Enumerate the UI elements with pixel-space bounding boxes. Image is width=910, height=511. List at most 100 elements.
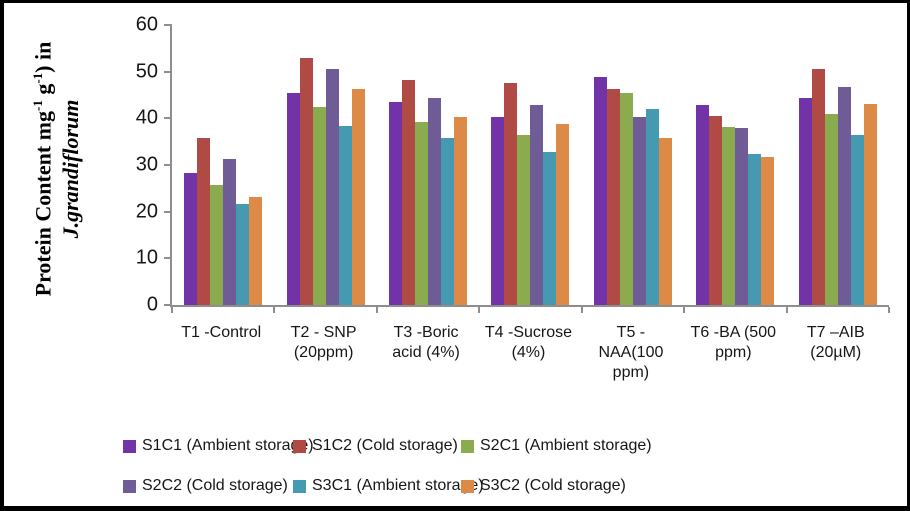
bar: [454, 117, 468, 305]
x-tick-mark: [273, 307, 276, 313]
bar: [223, 159, 237, 305]
bar: [863, 104, 877, 305]
bar-group: [479, 25, 581, 305]
x-category-label-line: ppm): [715, 344, 752, 361]
legend-item: S1C1 (Ambient storage): [123, 436, 314, 456]
bar: [761, 156, 775, 305]
x-category-label-line: NAA(100: [598, 344, 664, 361]
legend-swatch: [123, 439, 136, 453]
legend-item: S3C1 (Ambient storage): [293, 476, 484, 496]
bar: [351, 88, 365, 305]
bar: [197, 138, 211, 305]
legend-item: S2C1 (Ambient storage): [461, 436, 652, 456]
x-tick-mark: [375, 307, 378, 313]
bar: [415, 121, 429, 305]
legend-swatch: [293, 479, 306, 493]
y-tick-mark: [164, 304, 172, 306]
bar: [389, 101, 403, 305]
y-tick-label: 10: [135, 246, 158, 269]
bar: [325, 68, 339, 305]
x-category-label-line: T4 -Sucrose: [484, 324, 573, 341]
x-category-label: T6 -BA (500 ppm): [682, 323, 784, 383]
legend-swatch: [461, 439, 474, 453]
bar-group: [787, 25, 889, 305]
x-category-label-line: T3 -Boric: [393, 324, 459, 341]
y-tick-mark: [164, 70, 172, 73]
bar-group: [684, 25, 786, 305]
legend-swatch: [123, 479, 136, 493]
bar: [556, 124, 570, 305]
bar: [798, 98, 812, 305]
bar-group: [274, 25, 376, 305]
y-tick-mark: [164, 210, 172, 213]
bar: [837, 86, 851, 305]
y-tick-label: 50: [135, 60, 158, 83]
x-category-label: T2 - SNP (20ppm): [272, 323, 374, 383]
y-tick-label: 20: [135, 200, 158, 223]
x-axis-labels: T1 -Control T2 - SNP (20ppm) T3 -Boric acid …: [170, 323, 887, 383]
x-category-label-line: (20ppm): [293, 344, 354, 361]
bar: [824, 114, 838, 305]
y-tick-mark: [164, 24, 172, 26]
bar: [236, 204, 250, 305]
x-category-label: T5 - NAA(100 ppm): [580, 323, 682, 383]
bar: [619, 93, 633, 305]
bar: [696, 105, 710, 305]
x-tick-mark: [683, 307, 686, 313]
bar: [645, 109, 659, 305]
bar: [850, 134, 864, 305]
legend-label: S3C2 (Cold storage): [480, 477, 626, 494]
legend-label: S2C1 (Ambient storage): [480, 437, 652, 454]
x-category-label-line: (4%): [511, 344, 546, 361]
bar-group: [582, 25, 684, 305]
bar: [517, 135, 531, 305]
bar: [811, 68, 825, 305]
x-category-label-line: T6 -BA (500: [690, 324, 776, 341]
bar: [312, 107, 326, 305]
bar: [632, 116, 646, 305]
legend-item: S1C2 (Cold storage): [293, 436, 461, 456]
x-category-label-line: ppm): [612, 364, 650, 381]
bar: [748, 153, 762, 305]
x-tick-mark: [171, 307, 173, 313]
bar-groups: [172, 25, 889, 305]
bar: [249, 196, 263, 305]
x-category-label-line: acid (4%): [392, 344, 460, 361]
bar: [402, 80, 416, 305]
x-category-label: T4 -Sucrose (4%): [477, 323, 579, 383]
y-tick-mark: [164, 117, 172, 120]
x-tick-mark: [785, 307, 788, 313]
plot-area: [164, 24, 890, 313]
bar: [709, 116, 723, 305]
y-tick-label: 60: [135, 13, 158, 36]
x-tick-mark: [478, 307, 481, 313]
y-tick-label: 40: [135, 106, 158, 129]
bar-group: [172, 25, 274, 305]
bar: [441, 137, 455, 305]
bar: [543, 152, 557, 305]
x-tick-mark: [888, 307, 890, 313]
bar: [184, 172, 198, 305]
bar: [286, 93, 300, 305]
legend-label: S3C1 (Ambient storage): [312, 477, 484, 494]
bar: [428, 98, 442, 305]
legend-item: S2C2 (Cold storage): [123, 476, 293, 496]
y-tick-mark: [164, 257, 172, 260]
bar: [530, 105, 544, 305]
y-tick-label: 0: [146, 293, 158, 316]
bar-group: [377, 25, 479, 305]
bar: [338, 125, 352, 305]
x-category-label: T7 –AIB (20µM): [785, 323, 887, 383]
bar: [491, 117, 505, 305]
x-category-label: T3 -Boric acid (4%): [375, 323, 477, 383]
bar: [658, 138, 672, 305]
x-category-label-line: (20µM): [810, 344, 862, 361]
legend-item: S3C2 (Cold storage): [461, 476, 652, 496]
bar: [210, 185, 224, 305]
x-tick-mark: [580, 307, 583, 313]
legend-swatch: [461, 479, 474, 493]
bar: [606, 88, 620, 305]
legend-label: S2C2 (Cold storage): [142, 477, 288, 494]
x-category-label: T1 -Control: [170, 323, 272, 383]
